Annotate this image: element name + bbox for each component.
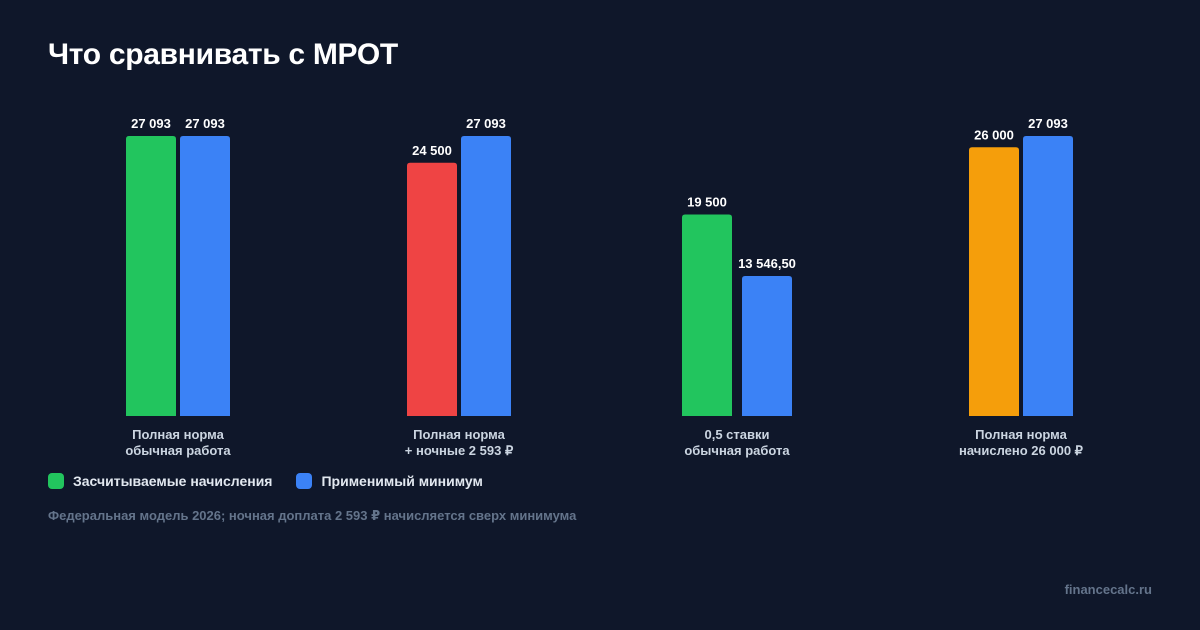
legend: Засчитываемые начисления Применимый мини…	[48, 473, 483, 489]
bar-credited-1	[126, 136, 176, 416]
category-label-1-line-1: Полная норма	[132, 427, 225, 442]
bar-minimum-2	[461, 136, 511, 416]
bar-value-label-minimum-4: 27 093	[1028, 116, 1068, 131]
category-label-4-line-2: начислено 26 000 ₽	[959, 443, 1084, 458]
chart-title: Что сравнивать с МРОТ	[48, 38, 398, 71]
bar-value-label-credited-4: 26 000	[974, 127, 1014, 142]
bar-value-label-minimum-3: 13 546,50	[738, 256, 796, 271]
bar-value-label-credited-1: 27 093	[131, 116, 171, 131]
bar-value-label-minimum-2: 27 093	[466, 116, 506, 131]
footnote: Федеральная модель 2026; ночная доплата …	[48, 508, 577, 523]
bar-credited-4	[969, 147, 1019, 417]
category-label-4-line-1: Полная норма	[975, 427, 1068, 442]
category-label-2-line-2: + ночные 2 593 ₽	[405, 443, 514, 458]
category-label-3-line-2: обычная работа	[684, 443, 790, 458]
category-label-3-line-1: 0,5 ставки	[705, 427, 770, 442]
bar-value-label-credited-3: 19 500	[687, 194, 727, 209]
bar-value-label-credited-2: 24 500	[412, 143, 452, 158]
legend-item-credited: Засчитываемые начисления	[48, 473, 272, 489]
bar-credited-3	[682, 214, 732, 416]
legend-swatch-minimum	[296, 473, 313, 489]
legend-item-minimum: Применимый минимум	[296, 473, 483, 489]
bar-minimum-4	[1023, 136, 1073, 416]
bar-minimum-3	[742, 276, 792, 416]
legend-label-credited: Засчитываемые начисления	[73, 473, 273, 489]
brand-watermark: financecalc.ru	[1064, 582, 1152, 597]
category-label-1-line-2: обычная работа	[125, 443, 231, 458]
bar-value-label-minimum-1: 27 093	[185, 116, 225, 131]
bar-minimum-1	[180, 136, 230, 416]
bar-credited-2	[407, 162, 457, 416]
category-label-2-line-1: Полная норма	[413, 427, 506, 442]
legend-swatch-credited	[48, 473, 64, 489]
legend-label-minimum: Применимый минимум	[321, 473, 483, 489]
